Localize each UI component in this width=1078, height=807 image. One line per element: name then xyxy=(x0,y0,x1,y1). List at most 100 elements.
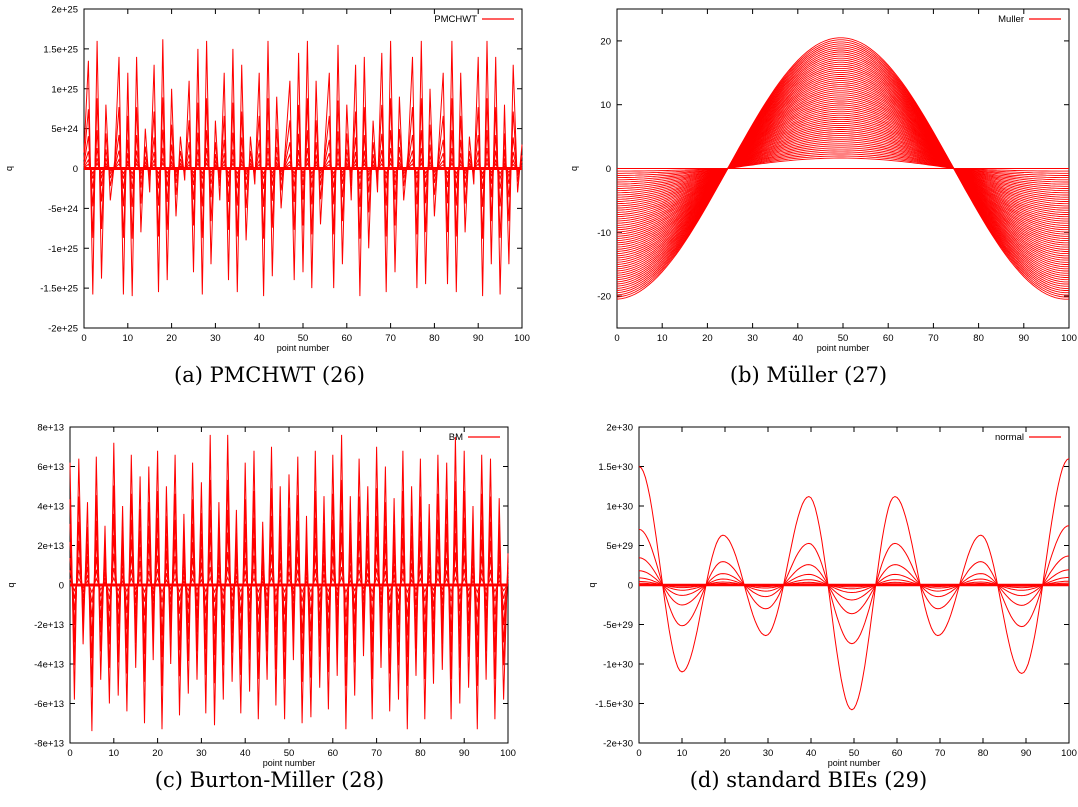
series-line xyxy=(616,127,1069,205)
series-line xyxy=(616,80,1069,255)
series-line xyxy=(616,122,1069,209)
series-line xyxy=(83,129,523,207)
x-tick-label: 100 xyxy=(514,333,530,344)
y-tick-label: -1.5e+30 xyxy=(595,699,633,710)
series-lines xyxy=(83,39,523,297)
y-tick-label: -6e+13 xyxy=(34,699,64,710)
y-axis-label: q xyxy=(587,582,597,587)
series-line xyxy=(616,37,1069,300)
series-line xyxy=(616,153,1069,176)
y-tick-label: -8e+13 xyxy=(34,739,64,750)
caption-a: (a) PMCHWT (26) xyxy=(174,363,365,387)
series-line xyxy=(616,59,1069,276)
series-lines xyxy=(616,37,1069,300)
y-tick-label: -1.5e+25 xyxy=(40,284,78,295)
y-tick-label: 6e+13 xyxy=(37,462,64,473)
y-tick-label: 2e+30 xyxy=(606,423,633,434)
x-tick-label: 80 xyxy=(429,333,440,344)
y-tick-label: 1.5e+30 xyxy=(598,462,633,473)
y-tick-label: 1.5e+25 xyxy=(43,44,78,55)
series-line xyxy=(616,53,1069,283)
series-line xyxy=(616,88,1069,246)
series-line xyxy=(616,39,1069,298)
series-line xyxy=(616,137,1069,194)
x-tick-label: 70 xyxy=(928,333,939,344)
x-tick-label: 40 xyxy=(254,333,265,344)
x-tick-label: 20 xyxy=(152,748,163,759)
series-line xyxy=(616,131,1069,200)
x-tick-label: 80 xyxy=(973,333,984,344)
series-line xyxy=(616,106,1069,226)
series-line xyxy=(616,135,1069,196)
x-tick-label: 80 xyxy=(415,748,426,759)
x-tick-label: 50 xyxy=(849,748,860,759)
series-line xyxy=(83,39,523,297)
x-tick-label: 90 xyxy=(459,748,470,759)
series-line xyxy=(616,133,1069,198)
series-line xyxy=(617,157,1069,172)
series-line xyxy=(616,43,1069,294)
chart-d: 0 10 20 30 40 50 60 70 80 90 100 -2e+30 -1.5e+30 -1e+… xyxy=(587,423,1077,769)
x-tick-label: 60 xyxy=(883,333,894,344)
x-tick-label: 10 xyxy=(657,333,668,344)
chart-a: 0 10 20 30 40 50 60 70 80 90 100 -2e+25 -1.5e+25 -1e+… xyxy=(4,5,530,354)
y-tick-label: 1e+30 xyxy=(606,502,633,513)
series-line xyxy=(616,55,1069,281)
chart-panel-d: 0 10 20 30 40 50 60 70 80 90 100 -2e+30 -1.5e+30 -1e+… xyxy=(539,404,1078,807)
series-line xyxy=(616,41,1069,296)
x-tick-label: 50 xyxy=(298,333,309,344)
x-tick-label: 20 xyxy=(720,748,731,759)
y-tick-label: 8e+13 xyxy=(37,423,64,434)
series-line xyxy=(616,76,1069,259)
chart-b: 0 10 20 30 40 50 60 70 80 90 100 -20 -10 0 10 20 point n… xyxy=(569,8,1077,353)
chart-panel-b: 0 10 20 30 40 50 60 70 80 90 100 -20 -10 0 10 20 point n… xyxy=(539,0,1078,404)
series-line xyxy=(616,108,1069,224)
y-tick-label: -2e+25 xyxy=(48,324,78,335)
y-tick-label: 2e+13 xyxy=(37,541,64,552)
legend-label: BM xyxy=(449,432,463,443)
series-line xyxy=(617,149,1069,181)
series-line xyxy=(616,90,1069,244)
x-tick-label: 60 xyxy=(342,333,353,344)
series-line xyxy=(616,67,1069,268)
x-tick-label: 90 xyxy=(473,333,484,344)
legend-label: PMCHWT xyxy=(434,14,477,25)
x-tick-label: 10 xyxy=(677,748,688,759)
series-line xyxy=(616,120,1069,211)
x-tick-label: 40 xyxy=(793,333,804,344)
series-line xyxy=(617,151,1069,179)
y-tick-label: 5e+24 xyxy=(51,124,78,135)
series-lines xyxy=(638,458,1070,711)
series-line xyxy=(616,102,1069,231)
chart-panel-c: 0 10 20 30 40 50 60 70 80 90 100 -8e+13 -6e+13 -4e+13… xyxy=(0,404,539,807)
x-tick-label: 0 xyxy=(636,748,641,759)
series-line xyxy=(616,124,1069,207)
y-tick-label: 0 xyxy=(73,164,78,175)
x-tick-label: 60 xyxy=(328,748,339,759)
y-tick-label: 10 xyxy=(600,100,611,111)
series-line xyxy=(616,110,1069,222)
x-tick-label: 30 xyxy=(747,333,758,344)
y-axis-label: q xyxy=(569,166,579,171)
y-tick-label: 4e+13 xyxy=(37,502,64,513)
y-tick-label: 5e+29 xyxy=(606,541,633,552)
x-tick-label: 0 xyxy=(81,333,86,344)
series-line xyxy=(616,112,1069,220)
x-tick-label: 40 xyxy=(806,748,817,759)
series-line xyxy=(616,45,1069,291)
x-tick-label: 50 xyxy=(284,748,295,759)
series-line xyxy=(616,82,1069,252)
series-line xyxy=(616,129,1069,202)
y-tick-label: -4e+13 xyxy=(34,660,64,671)
x-tick-label: 70 xyxy=(371,748,382,759)
x-tick-label: 10 xyxy=(109,748,120,759)
series-line xyxy=(616,100,1069,233)
series-line xyxy=(616,116,1069,215)
y-tick-label: -5e+29 xyxy=(603,620,633,631)
series-line xyxy=(616,47,1069,289)
series-line xyxy=(616,74,1069,261)
series-line xyxy=(616,69,1069,265)
y-tick-label: -20 xyxy=(597,292,611,303)
series-line xyxy=(616,147,1069,183)
series-line xyxy=(616,96,1069,237)
